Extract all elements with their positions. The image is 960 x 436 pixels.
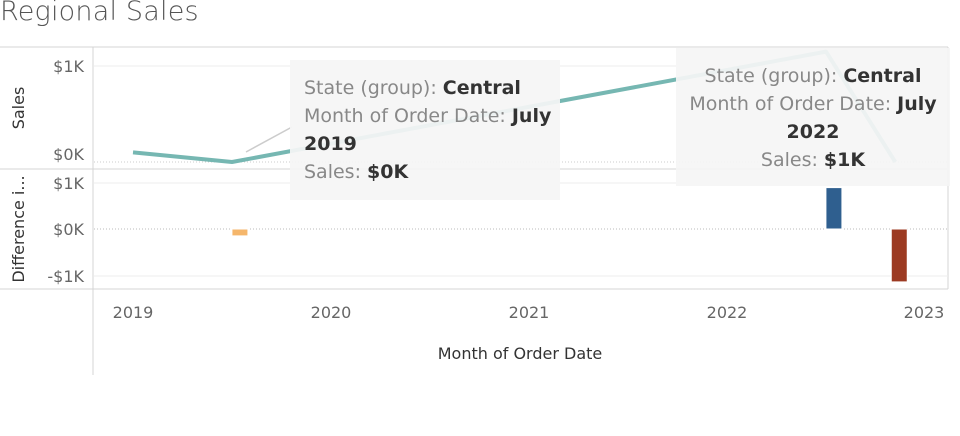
tooltip-month-year: 2019 (304, 133, 357, 155)
tooltip-month-label: Month of Order Date: (689, 93, 892, 115)
diff-ytick-neg1k: -$1K (47, 267, 84, 286)
tooltip-state-label: State (group): (704, 65, 838, 87)
xtick-2021: 2021 (509, 303, 550, 322)
tooltip-month-value: July (897, 93, 937, 115)
tooltip-sales-value: $1K (823, 149, 866, 171)
tooltip-state-value: Central (442, 77, 521, 99)
tooltip-state-value: Central (843, 65, 922, 87)
diff-ytick-1k: $1K (53, 174, 84, 193)
tooltip-sales-label: Sales: (304, 161, 361, 183)
tooltip-month-year: 2022 (786, 121, 840, 143)
sales-ytick-0k: $0K (53, 145, 84, 164)
xtick-2019: 2019 (113, 303, 154, 322)
tooltip-sales-label: Sales: (760, 149, 818, 171)
tooltip-july-2019: State (group): Central Month of Order Da… (290, 60, 560, 200)
difference-axis-title: Difference i... (9, 175, 28, 282)
chart-title: Regional Sales (0, 0, 199, 27)
tooltip-july-2022: State (group): Central Month of Order Da… (676, 48, 950, 186)
tooltip-sales-value: $0K (367, 161, 409, 183)
tooltip-pointer (245, 126, 293, 153)
tooltip-month-label: Month of Order Date: (304, 105, 506, 127)
xtick-2022: 2022 (707, 303, 748, 322)
difference-bar-2[interactable] (890, 228, 908, 283)
x-axis-title: Month of Order Date (438, 344, 603, 363)
difference-bar-1[interactable] (825, 187, 843, 230)
sales-axis-title: Sales (9, 87, 28, 130)
difference-bar-0[interactable] (231, 228, 249, 237)
tooltip-state-label: State (group): (304, 77, 437, 99)
tooltip-month-value: July (511, 105, 552, 127)
xtick-2023: 2023 (904, 303, 945, 322)
sales-ytick-1k: $1K (53, 57, 84, 76)
xtick-2020: 2020 (311, 303, 352, 322)
diff-ytick-0k: $0K (53, 220, 84, 239)
